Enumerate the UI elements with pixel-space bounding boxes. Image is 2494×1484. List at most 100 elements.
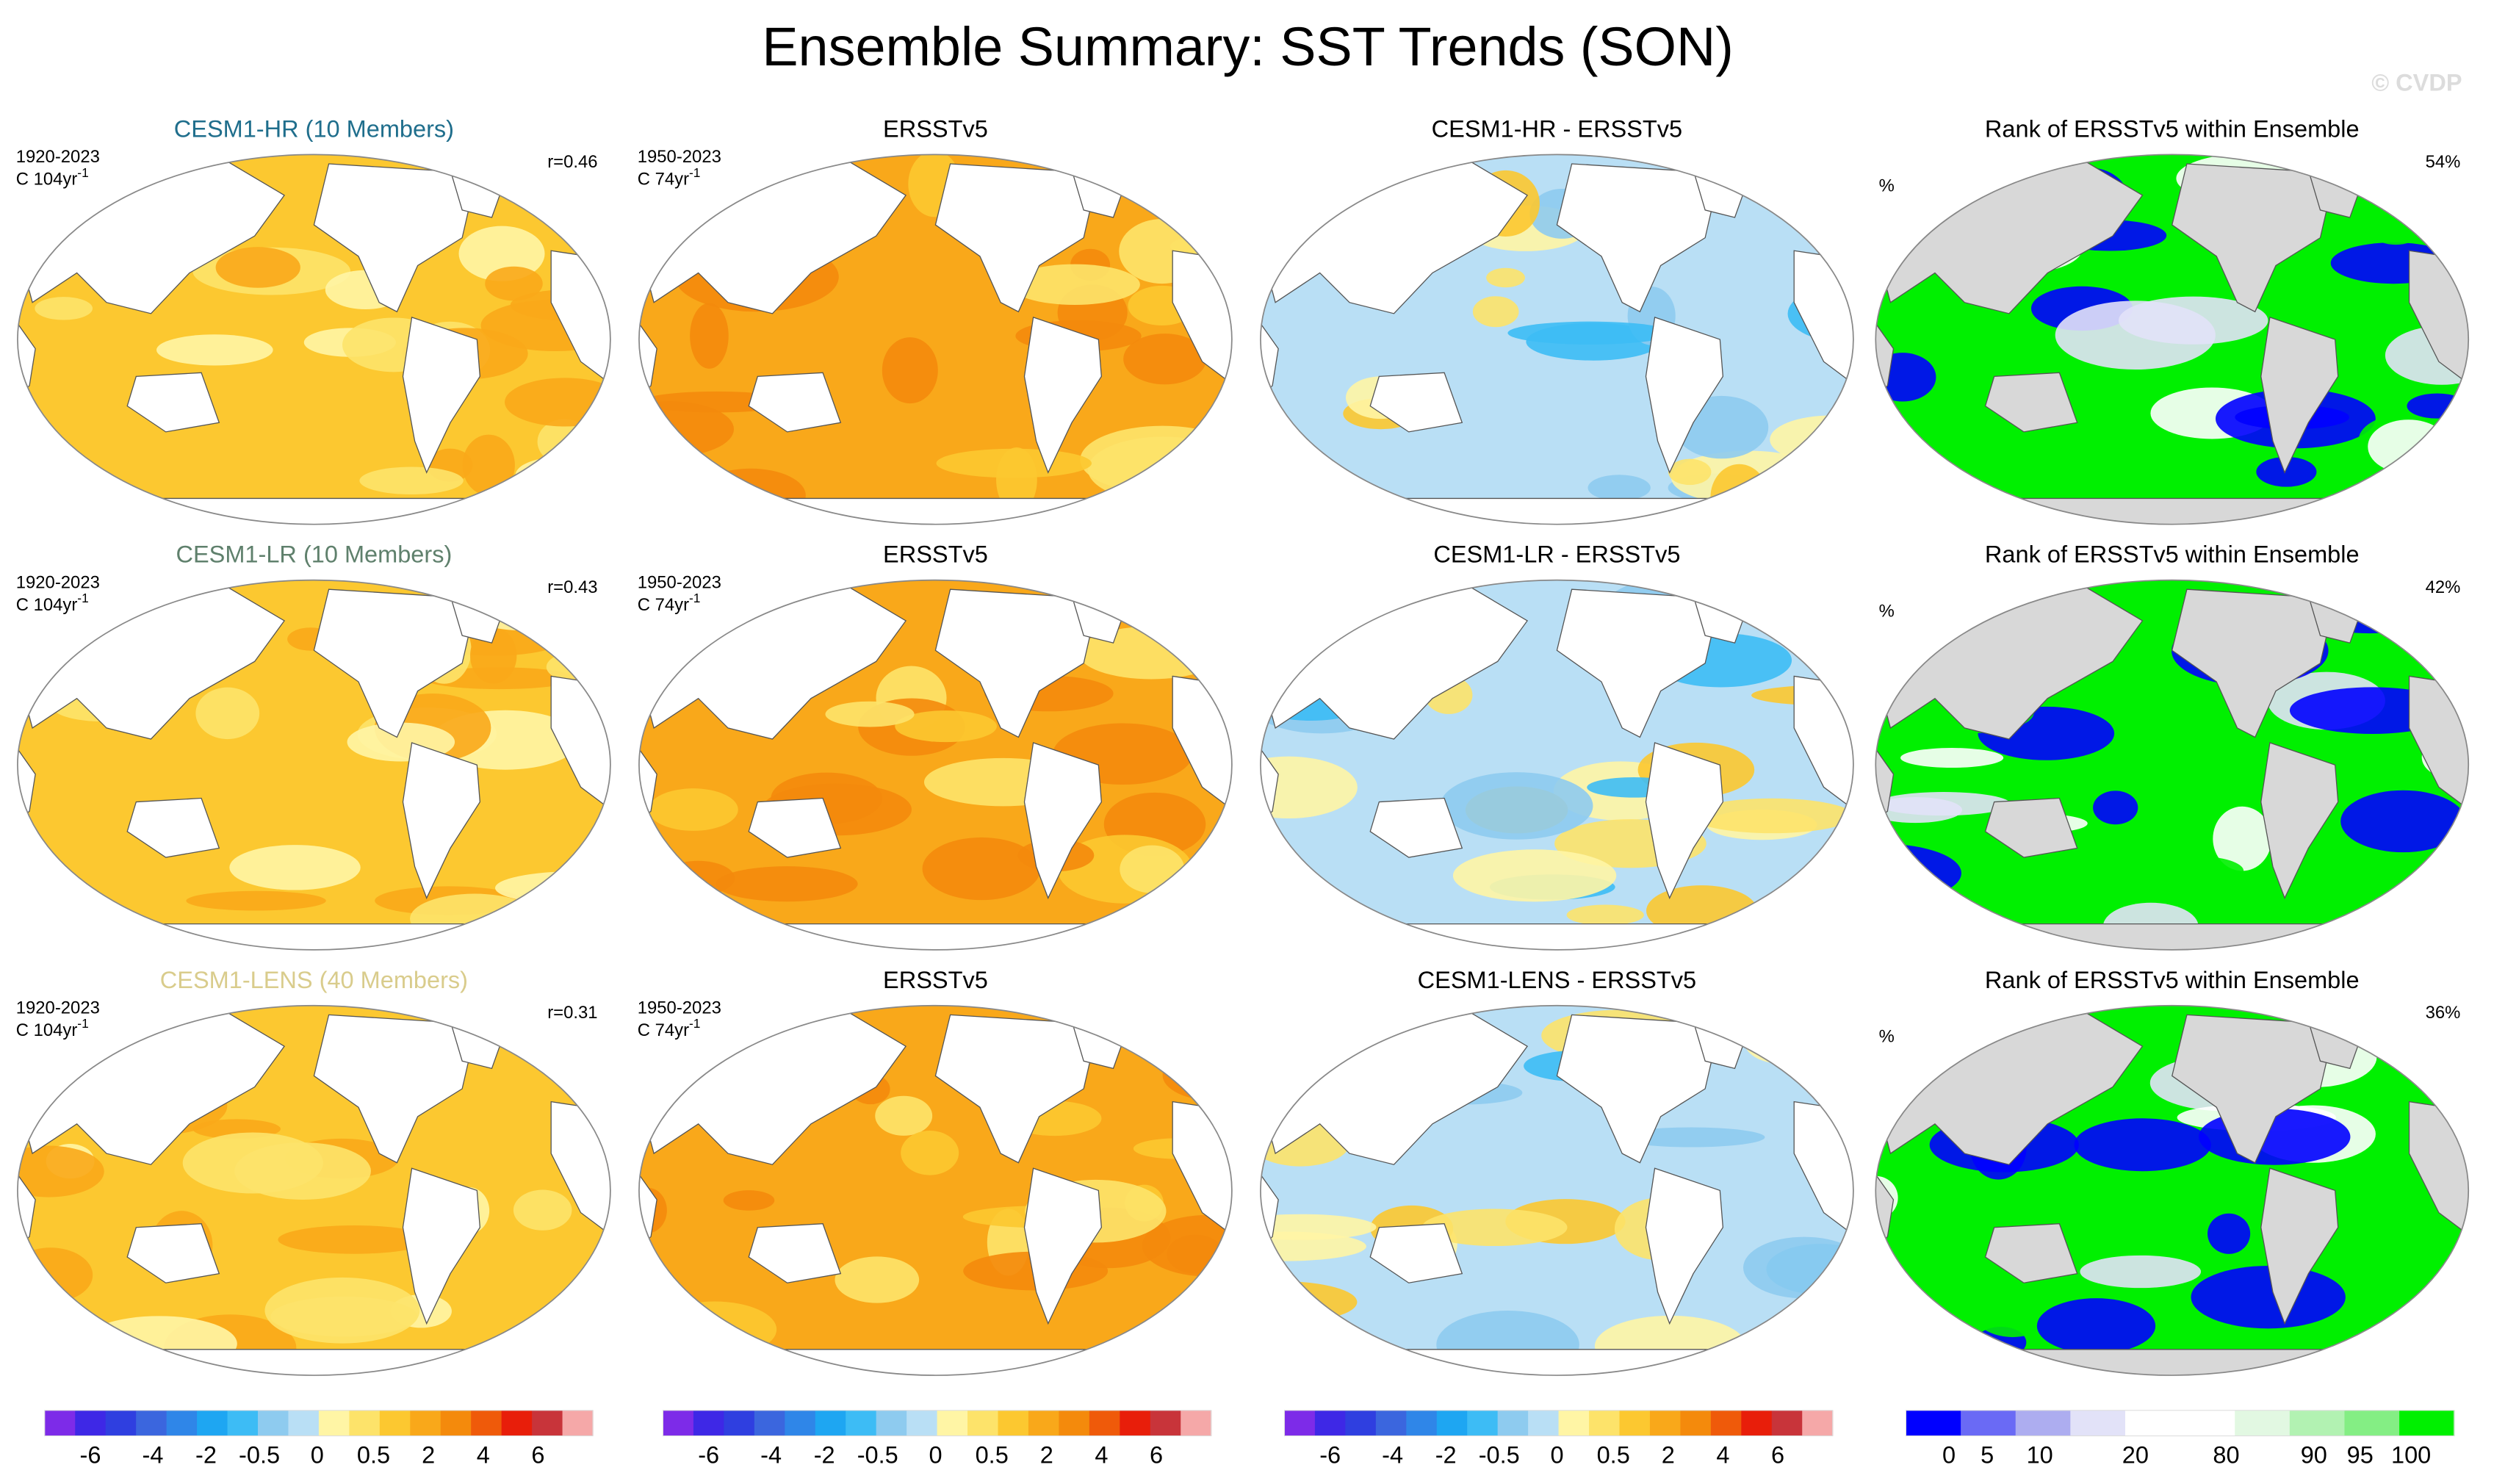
field-blob: [1283, 199, 1333, 219]
map-border: [1875, 1004, 2470, 1376]
land: [1984, 372, 2078, 433]
field-blob: [485, 266, 543, 301]
colorbar-box: [1961, 1410, 2017, 1436]
colorbar-box: [75, 1410, 107, 1436]
field-blob: [723, 1190, 775, 1211]
colorbar-box: [1497, 1410, 1529, 1436]
colorbar-box: [562, 1410, 594, 1436]
panel-title: CESM1-LR (10 Members): [176, 541, 452, 568]
map-border: [1260, 1004, 1854, 1376]
colorbar-label: 2: [1662, 1441, 1675, 1468]
field-blob: [35, 297, 93, 320]
map-panel: [17, 580, 610, 950]
colorbar-box: [785, 1410, 816, 1436]
land: [2260, 1167, 2339, 1325]
period: 1920-2023: [16, 147, 100, 167]
field-blob: [690, 303, 729, 369]
colorbar-frame: [44, 1410, 594, 1437]
map-panel: [1875, 154, 2469, 525]
land: [402, 316, 481, 474]
colorbar-box: [2344, 1410, 2400, 1436]
field-blob: [513, 173, 599, 210]
rank-percent: 54%: [2426, 152, 2461, 172]
field-blob: [2080, 1255, 2202, 1289]
field-blob: [1967, 1267, 2058, 1338]
field-blob: [186, 890, 326, 911]
colorbar-box: [1089, 1410, 1120, 1436]
land: [1875, 497, 2469, 525]
colorbar-label: 6: [1150, 1441, 1163, 1468]
colorbar-box: [1710, 1410, 1742, 1436]
field-blob: [2256, 456, 2317, 487]
colorbar-box: [1802, 1410, 1834, 1436]
land: [1875, 1349, 2469, 1376]
land: [1023, 742, 1103, 900]
colorbar-label: 2: [422, 1441, 435, 1468]
field-blob: [2357, 179, 2435, 245]
map-border: [638, 154, 1233, 525]
colorbar-box: [1906, 1410, 1961, 1436]
map-border: [1260, 154, 1854, 525]
land: [1260, 1349, 1853, 1376]
field-blob: [2093, 790, 2138, 825]
colorbar-label: 5: [1981, 1441, 1994, 1468]
land: [2260, 742, 2339, 900]
colorbar-box: [2124, 1410, 2181, 1436]
land: [1369, 797, 1463, 858]
units-text: C 74yr: [638, 170, 689, 190]
colorbar-box: [876, 1410, 907, 1436]
colorbar-box: [1436, 1410, 1468, 1436]
field-blob: [936, 448, 1092, 478]
colorbar-box: [2070, 1410, 2126, 1436]
units: C 74yr-1: [638, 165, 701, 190]
field-blob: [264, 1277, 420, 1344]
units-text: C 104yr: [16, 595, 78, 615]
colorbar-box: [1345, 1410, 1377, 1436]
colorbar-label: -2: [814, 1441, 835, 1468]
land: [402, 742, 481, 900]
field-blob: [458, 226, 545, 281]
colorbar-box: [166, 1410, 198, 1436]
units-sup: -1: [77, 1016, 88, 1031]
field-blob: [515, 457, 602, 494]
rank-percent: 42%: [2426, 577, 2461, 597]
colorbar-box: [2235, 1410, 2291, 1436]
panel-title: ERSSTv5: [883, 967, 988, 993]
field-blob: [1732, 1015, 1853, 1047]
field-blob: [462, 434, 515, 496]
units: C 74yr-1: [638, 591, 701, 615]
land: [1260, 923, 1853, 950]
field-blob: [1617, 1127, 1765, 1148]
map-panel: [1260, 154, 1853, 525]
colorbar-box: [1680, 1410, 1712, 1436]
units-sup: -1: [77, 165, 88, 180]
colorbar-box: [937, 1410, 968, 1436]
map-panel: [1875, 580, 2469, 950]
colorbar-box: [532, 1410, 563, 1436]
colorbar-box: [379, 1410, 411, 1436]
field-blob: [1875, 843, 1961, 903]
colorbar-box: [1467, 1410, 1499, 1436]
map-border: [638, 1004, 1233, 1376]
colorbar-box: [349, 1410, 381, 1436]
field-blob: [2407, 393, 2468, 419]
field-blob: [2213, 806, 2272, 871]
field-blob: [182, 1132, 323, 1194]
colorbar-label: -6: [1319, 1441, 1341, 1468]
units-sup: -1: [77, 591, 88, 605]
field-blob: [882, 337, 938, 404]
panel-title: CESM1-LR - ERSSTv5: [1433, 541, 1680, 568]
field-blob: [2149, 856, 2244, 886]
panel-title: Rank of ERSSTv5 within Ensemble: [1985, 116, 2360, 143]
panel-title: CESM1-HR (10 Members): [174, 116, 454, 143]
colorbar-label: -6: [698, 1441, 719, 1468]
colorbar-label: 0.5: [357, 1441, 390, 1468]
map-panel: [1260, 1005, 1853, 1376]
land: [638, 497, 1232, 525]
unit: %: [1879, 176, 1895, 195]
field-blob: [2410, 612, 2469, 634]
field-blob: [1875, 862, 1919, 894]
colorbar-label: -0.5: [1479, 1441, 1520, 1468]
land: [17, 1349, 610, 1376]
land: [748, 1223, 842, 1283]
